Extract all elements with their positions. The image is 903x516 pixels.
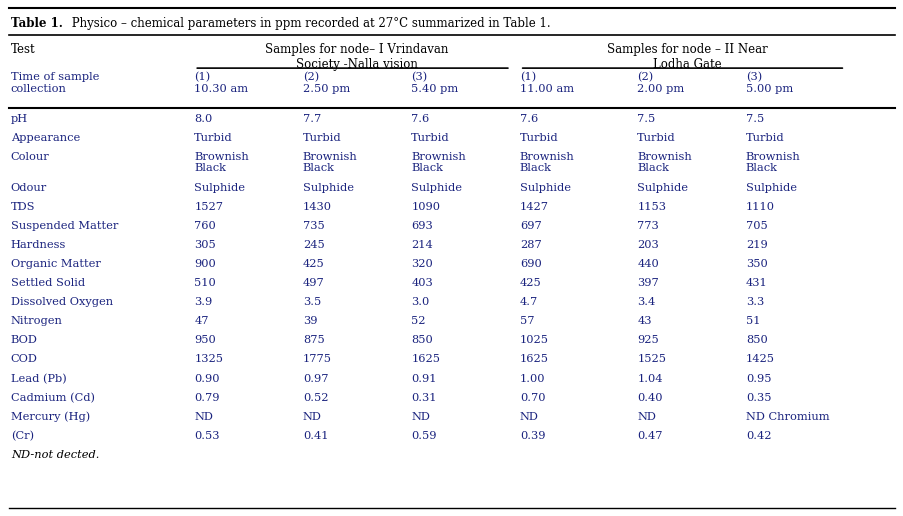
Text: Mercury (Hg): Mercury (Hg) [11, 412, 90, 422]
Text: 760: 760 [194, 221, 216, 231]
Text: Colour: Colour [11, 152, 50, 162]
Text: 0.53: 0.53 [194, 431, 219, 441]
Text: (1)
11.00 am: (1) 11.00 am [519, 72, 573, 94]
Text: 1775: 1775 [303, 354, 331, 364]
Text: Cadmium (Cd): Cadmium (Cd) [11, 393, 95, 403]
Text: TDS: TDS [11, 202, 35, 212]
Text: Odour: Odour [11, 183, 47, 192]
Text: Lead (Pb): Lead (Pb) [11, 374, 67, 384]
Text: 7.6: 7.6 [519, 114, 537, 123]
Text: Appearance: Appearance [11, 133, 80, 142]
Text: 0.52: 0.52 [303, 393, 328, 402]
Text: 51: 51 [745, 316, 759, 326]
Text: 690: 690 [519, 259, 541, 269]
Text: Turbid: Turbid [519, 133, 558, 142]
Text: 900: 900 [194, 259, 216, 269]
Text: 3.5: 3.5 [303, 297, 321, 307]
Text: 7.7: 7.7 [303, 114, 321, 123]
Text: BOD: BOD [11, 335, 38, 345]
Text: COD: COD [11, 354, 38, 364]
Text: 431: 431 [745, 278, 767, 288]
Text: ND: ND [194, 412, 213, 422]
Text: 693: 693 [411, 221, 433, 231]
Text: 403: 403 [411, 278, 433, 288]
Text: Sulphide: Sulphide [637, 183, 687, 192]
Text: 0.31: 0.31 [411, 393, 436, 402]
Text: 705: 705 [745, 221, 767, 231]
Text: ND Chromium: ND Chromium [745, 412, 829, 422]
Text: 0.70: 0.70 [519, 393, 545, 402]
Text: 52: 52 [411, 316, 425, 326]
Text: Hardness: Hardness [11, 240, 66, 250]
Text: Sulphide: Sulphide [745, 183, 796, 192]
Text: 735: 735 [303, 221, 324, 231]
Text: 0.90: 0.90 [194, 374, 219, 383]
Text: Turbid: Turbid [303, 133, 341, 142]
Text: 1153: 1153 [637, 202, 666, 212]
Text: 0.91: 0.91 [411, 374, 436, 383]
Text: Sulphide: Sulphide [194, 183, 245, 192]
Text: Brownish
Black: Brownish Black [194, 152, 249, 173]
Text: Turbid: Turbid [411, 133, 450, 142]
Text: Nitrogen: Nitrogen [11, 316, 62, 326]
Text: 875: 875 [303, 335, 324, 345]
Text: 1025: 1025 [519, 335, 548, 345]
Text: 1527: 1527 [194, 202, 223, 212]
Text: Settled Solid: Settled Solid [11, 278, 85, 288]
Text: 4.7: 4.7 [519, 297, 537, 307]
Text: ND: ND [519, 412, 538, 422]
Text: 0.79: 0.79 [194, 393, 219, 402]
Text: 510: 510 [194, 278, 216, 288]
Text: 0.97: 0.97 [303, 374, 328, 383]
Text: 0.41: 0.41 [303, 431, 328, 441]
Text: Sulphide: Sulphide [411, 183, 461, 192]
Text: 0.95: 0.95 [745, 374, 770, 383]
Text: 1625: 1625 [411, 354, 440, 364]
Text: 7.6: 7.6 [411, 114, 429, 123]
Text: 1325: 1325 [194, 354, 223, 364]
Text: 925: 925 [637, 335, 658, 345]
Text: 47: 47 [194, 316, 209, 326]
Text: Test: Test [11, 43, 35, 56]
Text: Turbid: Turbid [194, 133, 233, 142]
Text: 1425: 1425 [745, 354, 774, 364]
Text: 287: 287 [519, 240, 541, 250]
Text: 1625: 1625 [519, 354, 548, 364]
Text: 3.3: 3.3 [745, 297, 763, 307]
Text: 3.9: 3.9 [194, 297, 212, 307]
Text: 1090: 1090 [411, 202, 440, 212]
Text: 0.42: 0.42 [745, 431, 770, 441]
Text: 0.40: 0.40 [637, 393, 662, 402]
Text: 1525: 1525 [637, 354, 666, 364]
Text: 1430: 1430 [303, 202, 331, 212]
Text: Suspended Matter: Suspended Matter [11, 221, 118, 231]
Text: 697: 697 [519, 221, 541, 231]
Text: 305: 305 [194, 240, 216, 250]
Text: (1)
10.30 am: (1) 10.30 am [194, 72, 248, 94]
Text: 497: 497 [303, 278, 324, 288]
Text: pH: pH [11, 114, 28, 123]
Text: 39: 39 [303, 316, 317, 326]
Text: 1.04: 1.04 [637, 374, 662, 383]
Text: ND: ND [411, 412, 430, 422]
Text: 320: 320 [411, 259, 433, 269]
Text: 214: 214 [411, 240, 433, 250]
Text: 7.5: 7.5 [745, 114, 763, 123]
Text: (3)
5.00 pm: (3) 5.00 pm [745, 72, 792, 94]
Text: ND: ND [637, 412, 656, 422]
Text: Time of sample
collection: Time of sample collection [11, 72, 99, 94]
Text: ND: ND [303, 412, 321, 422]
Text: 425: 425 [303, 259, 324, 269]
Text: (3)
5.40 pm: (3) 5.40 pm [411, 72, 458, 94]
Text: (2)
2.00 pm: (2) 2.00 pm [637, 72, 684, 94]
Text: Brownish
Black: Brownish Black [411, 152, 466, 173]
Text: 7.5: 7.5 [637, 114, 655, 123]
Text: 245: 245 [303, 240, 324, 250]
Text: Physico – chemical parameters in ppm recorded at 27°C summarized in Table 1.: Physico – chemical parameters in ppm rec… [68, 17, 550, 29]
Text: 440: 440 [637, 259, 658, 269]
Text: Sulphide: Sulphide [519, 183, 570, 192]
Text: Samples for node – II Near
Lodha Gate: Samples for node – II Near Lodha Gate [606, 43, 767, 71]
Text: Brownish
Black: Brownish Black [303, 152, 358, 173]
Text: 1110: 1110 [745, 202, 774, 212]
Text: 0.35: 0.35 [745, 393, 770, 402]
